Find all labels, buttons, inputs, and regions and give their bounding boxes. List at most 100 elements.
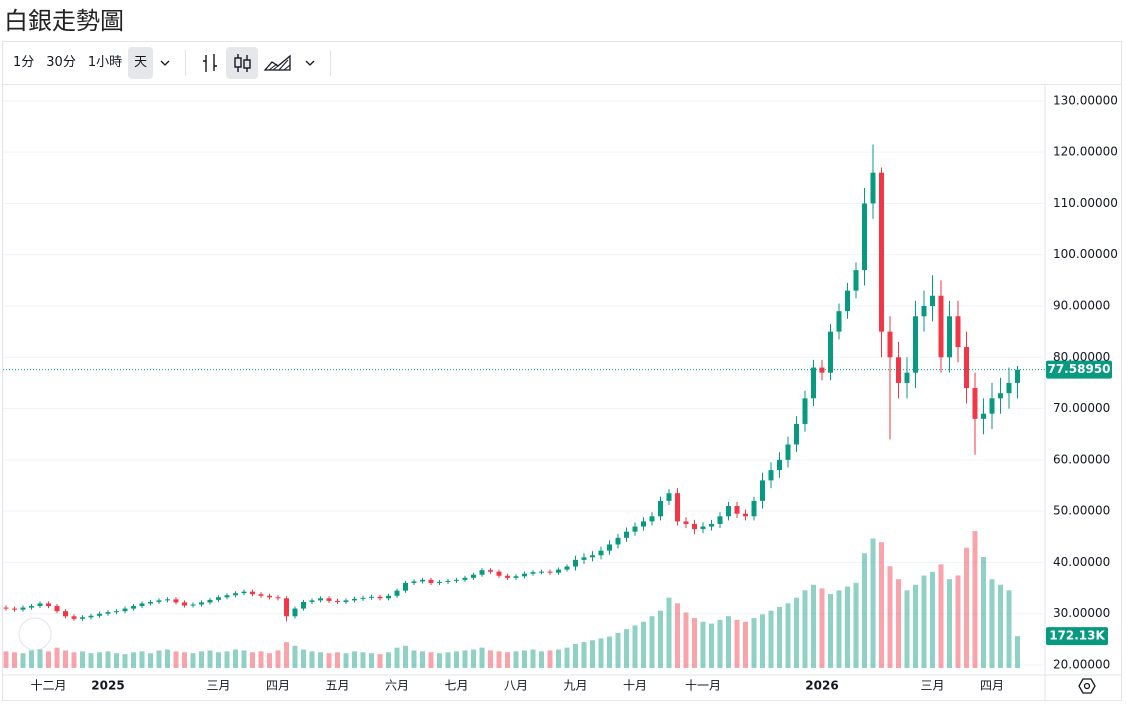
candle-body	[598, 550, 604, 556]
volume-bar	[785, 603, 791, 668]
style-dropdown[interactable]	[298, 47, 322, 79]
volume-bar	[190, 653, 196, 668]
candle-body	[964, 347, 969, 389]
volume-pane	[3, 531, 1020, 668]
candle-body	[156, 600, 162, 602]
candle-body	[870, 172, 876, 204]
volume-bar	[768, 610, 774, 668]
interval-dropdown[interactable]	[153, 47, 177, 79]
interval-button[interactable]: 30分	[46, 55, 76, 70]
volume-bar	[981, 557, 986, 668]
candle-body	[165, 599, 170, 601]
candle-body	[743, 513, 748, 517]
candle-body	[88, 615, 94, 618]
volume-bar	[777, 606, 782, 668]
volume-bar	[131, 652, 136, 668]
area-style-button[interactable]	[258, 47, 298, 79]
candle-body	[845, 290, 850, 312]
volume-bar	[845, 586, 850, 668]
volume-bar	[233, 649, 238, 668]
volume-bar	[309, 651, 315, 668]
logo-badge[interactable]	[18, 617, 52, 651]
volume-bar	[224, 651, 230, 668]
candle-body	[947, 316, 952, 358]
volume-bar	[352, 651, 357, 668]
candle-body	[71, 616, 77, 619]
volume-bar	[454, 651, 459, 668]
candle-body	[318, 598, 323, 601]
candle-body	[989, 398, 995, 414]
volume-bar	[156, 650, 162, 668]
candle-body	[46, 603, 51, 607]
volume-bar	[896, 579, 901, 668]
candle-body	[360, 597, 366, 599]
candle-body	[335, 600, 340, 602]
x-tick-label: 四月	[266, 679, 290, 693]
candle-body	[615, 537, 621, 545]
candle-body	[216, 597, 221, 600]
volume-bar	[335, 652, 340, 668]
volume-bar	[3, 651, 9, 668]
candle-body	[505, 575, 510, 578]
candle-body	[173, 599, 179, 603]
volume-bar	[182, 652, 187, 668]
volume-bar	[54, 647, 60, 668]
chevron-icon	[160, 60, 170, 66]
candle-body	[887, 331, 893, 358]
candle-body	[54, 606, 60, 612]
candle-body	[981, 413, 986, 419]
candle-body	[80, 617, 85, 619]
volume-bar	[403, 645, 408, 668]
volume-bar	[343, 653, 349, 668]
volume-bar	[80, 651, 85, 668]
candle-body	[437, 581, 442, 583]
candle-body	[428, 579, 434, 583]
y-tick-label: 50.00000	[1053, 504, 1110, 518]
candle-body	[607, 544, 612, 551]
interval-button[interactable]: 1小時	[87, 55, 123, 70]
candle-body	[148, 601, 153, 604]
volume-bar	[879, 542, 884, 668]
volume-bar	[513, 651, 519, 668]
volume-bar	[530, 649, 536, 668]
candle-body	[522, 573, 527, 577]
volume-bar	[411, 650, 417, 668]
candle-body	[420, 579, 425, 582]
volume-bar	[292, 645, 298, 668]
last-price-box	[1046, 360, 1112, 379]
volume-bar	[122, 654, 128, 668]
candle-body	[369, 596, 374, 598]
bar-style-button[interactable]	[194, 47, 226, 79]
candle-body	[411, 581, 417, 583]
settings-icon[interactable]	[1078, 678, 1096, 694]
candle-style-button[interactable]	[226, 47, 259, 79]
candle-body	[632, 526, 638, 532]
x-tick-label: 九月	[563, 679, 587, 693]
candle-body	[207, 599, 213, 603]
candle-body	[63, 611, 68, 617]
interval-button[interactable]: 天	[128, 47, 154, 79]
candle-body	[828, 331, 833, 373]
candle-body	[700, 526, 706, 530]
volume-bar	[445, 652, 451, 668]
candle-body	[479, 570, 485, 575]
candle-body	[547, 571, 553, 573]
volume-bar	[989, 579, 995, 668]
x-tick-label: 2025	[91, 679, 124, 693]
candle-body	[454, 579, 459, 581]
candle-body	[1006, 382, 1012, 394]
interval-button[interactable]: 1分	[13, 55, 35, 70]
last-price-label: 77.58950	[1047, 362, 1110, 376]
volume-bar	[46, 651, 51, 668]
volume-bar	[63, 650, 68, 668]
volume-bar	[258, 651, 264, 668]
x-tick-label: 五月	[325, 679, 349, 693]
volume-bar	[369, 653, 374, 668]
volume-bar	[1015, 636, 1020, 668]
candle-body	[122, 608, 128, 612]
volume-bar	[632, 625, 638, 668]
volume-bar	[275, 650, 281, 668]
candle-body	[768, 470, 774, 481]
candle-body	[955, 316, 961, 348]
